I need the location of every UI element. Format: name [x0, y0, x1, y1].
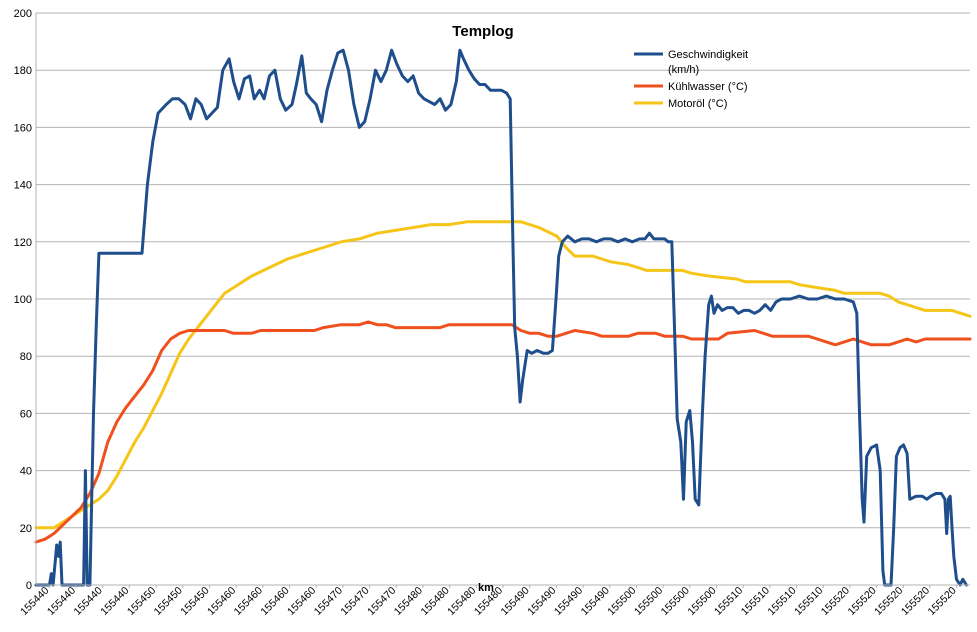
y-tick-label: 20	[20, 523, 32, 535]
series-line-0	[34, 48, 968, 587]
legend-label-geschwindigkeit-unit: (km/h)	[668, 64, 699, 76]
y-tick-label: 0	[26, 580, 32, 592]
y-tick-label: 120	[14, 237, 32, 249]
legend: Geschwindigkeit (km/h) Kühlwasser (°C) M…	[634, 49, 748, 110]
x-axis-label: km	[478, 582, 494, 594]
chart-title: Templog	[452, 23, 513, 40]
y-tick-label: 160	[14, 122, 32, 134]
y-tick-label: 60	[20, 408, 32, 420]
y-tick-label: 100	[14, 294, 32, 306]
legend-label-motoroel: Motoröl (°C)	[668, 98, 727, 110]
y-tick-labels: 0 20 40 60 80 100 120 140 160 180 200	[14, 8, 32, 592]
y-tick-label: 200	[14, 8, 32, 20]
gridlines	[36, 12, 970, 586]
series-line-1	[34, 320, 972, 544]
series-layer	[34, 48, 972, 587]
y-tick-label: 80	[20, 351, 32, 363]
y-tick-label: 140	[14, 180, 32, 192]
y-tick-label: 40	[20, 466, 32, 478]
y-tick-label: 180	[14, 65, 32, 77]
axes	[35, 13, 970, 588]
legend-label-kuehlwasser: Kühlwasser (°C)	[668, 81, 748, 93]
legend-label-geschwindigkeit: Geschwindigkeit	[668, 49, 748, 61]
series-line-2	[34, 220, 972, 530]
